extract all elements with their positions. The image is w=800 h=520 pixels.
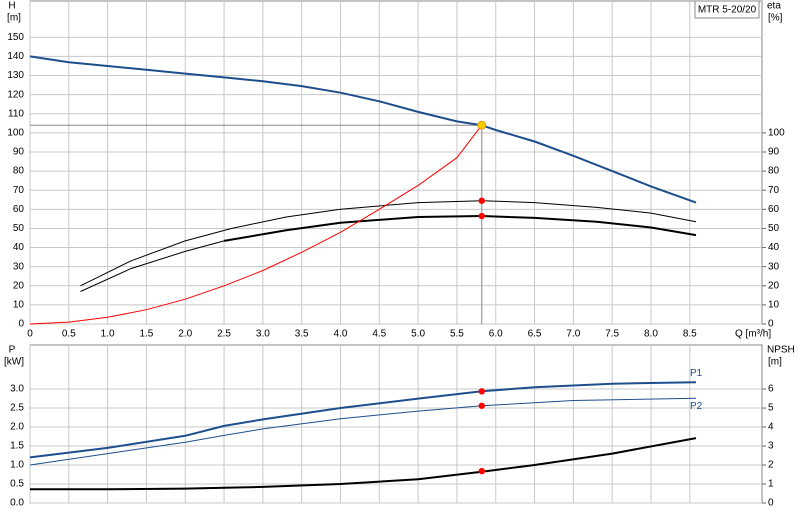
x-tick-label: 2.0 xyxy=(178,329,192,340)
y2-tick-label: 5 xyxy=(768,403,774,414)
y-tick-label: 140 xyxy=(7,51,24,62)
y-tick-label: 0.5 xyxy=(10,479,24,490)
y-axis-unit: [m] xyxy=(7,13,21,24)
x-tick-label: 3.5 xyxy=(295,329,309,340)
operating-point xyxy=(478,388,485,395)
x-tick-label: 1.0 xyxy=(101,329,115,340)
curve xyxy=(29,55,697,204)
y2-tick-label: 10 xyxy=(768,300,780,311)
y-tick-label: 30 xyxy=(13,261,25,272)
y2-tick-label: 80 xyxy=(768,166,780,177)
y-tick-label: 20 xyxy=(13,280,25,291)
x-tick-label: 5.5 xyxy=(450,329,464,340)
x-tick-label: 6.0 xyxy=(489,329,503,340)
y-tick-label: 60 xyxy=(13,204,25,215)
y-tick-label: 100 xyxy=(7,128,24,139)
y-tick-label: 70 xyxy=(13,185,25,196)
y2-tick-label: 2 xyxy=(768,460,774,471)
operating-point xyxy=(477,120,487,130)
y2-tick-label: 60 xyxy=(768,204,780,215)
operating-point xyxy=(478,402,485,409)
y-tick-label: 90 xyxy=(13,147,25,158)
y-tick-label: 40 xyxy=(13,242,25,253)
curve xyxy=(29,124,483,325)
y2-axis-label: NPSH xyxy=(767,345,795,356)
curve xyxy=(29,381,697,459)
operating-point xyxy=(478,212,485,220)
y2-tick-label: 70 xyxy=(768,185,780,196)
x-tick-label: 8.0 xyxy=(644,329,658,340)
y2-tick-label: 30 xyxy=(768,261,780,272)
x-tick-label: 6.5 xyxy=(528,329,542,340)
y2-axis-unit: [%] xyxy=(768,13,783,24)
y-tick-label: 2.5 xyxy=(10,403,24,414)
x-tick-label: 3.0 xyxy=(256,329,270,340)
x-tick-label: 4.5 xyxy=(372,329,386,340)
series-label: P2 xyxy=(690,401,703,412)
y2-tick-label: 0 xyxy=(768,319,774,330)
y2-tick-label: 1 xyxy=(768,479,774,490)
y2-tick-label: 6 xyxy=(768,384,774,395)
x-tick-label: 4.0 xyxy=(334,329,348,340)
x-tick-label: 7.5 xyxy=(605,329,619,340)
y-tick-label: 3.0 xyxy=(10,384,24,395)
title-box xyxy=(694,0,760,19)
y-tick-label: 2.0 xyxy=(10,422,24,433)
x-axis-label: Q [m³/h] xyxy=(735,329,771,340)
y2-tick-label: 20 xyxy=(768,280,780,291)
y-tick-label: 130 xyxy=(7,70,24,81)
y-tick-label: 150 xyxy=(7,32,24,43)
y-tick-label: 0 xyxy=(18,319,24,330)
curve xyxy=(29,397,697,466)
y-tick-label: 1.5 xyxy=(10,441,24,452)
curve xyxy=(30,437,697,491)
curve xyxy=(80,200,697,287)
y-tick-label: 1.0 xyxy=(10,460,24,471)
plot-frame xyxy=(29,0,763,325)
y-axis-label: P xyxy=(9,345,16,356)
y2-tick-label: 90 xyxy=(768,147,780,158)
y2-tick-label: 40 xyxy=(768,242,780,253)
curve xyxy=(80,240,225,292)
x-tick-label: 1.5 xyxy=(139,329,153,340)
y2-tick-label: 4 xyxy=(768,422,774,433)
chart-title: MTR 5-20/20 xyxy=(698,5,757,16)
y2-tick-label: 0 xyxy=(768,498,774,509)
x-tick-label: 8.5 xyxy=(683,329,697,340)
y2-tick-label: 100 xyxy=(768,128,785,139)
operating-point xyxy=(478,197,485,204)
x-tick-label: 0.5 xyxy=(62,329,76,340)
x-tick-label: 5.0 xyxy=(411,329,425,340)
y2-tick-label: 50 xyxy=(768,223,780,234)
series-label: P1 xyxy=(690,368,703,379)
y-tick-label: 50 xyxy=(13,223,25,234)
y-axis-label: H xyxy=(8,1,15,12)
y-tick-label: 0.0 xyxy=(10,498,24,509)
y-tick-label: 110 xyxy=(8,108,24,119)
y-tick-label: 80 xyxy=(13,166,25,177)
y-tick-label: 120 xyxy=(7,89,24,100)
operating-point xyxy=(478,467,485,475)
y2-axis-unit: [m] xyxy=(768,357,782,368)
x-tick-label: 0 xyxy=(27,329,33,340)
y2-tick-label: 3 xyxy=(768,441,774,452)
y2-axis-label: eta xyxy=(767,1,781,12)
x-tick-label: 2.5 xyxy=(217,329,231,340)
y-axis-unit: [kW] xyxy=(4,357,24,368)
x-tick-label: 7.0 xyxy=(566,329,580,340)
plot-frame xyxy=(29,344,763,504)
y-tick-label: 10 xyxy=(13,300,25,311)
